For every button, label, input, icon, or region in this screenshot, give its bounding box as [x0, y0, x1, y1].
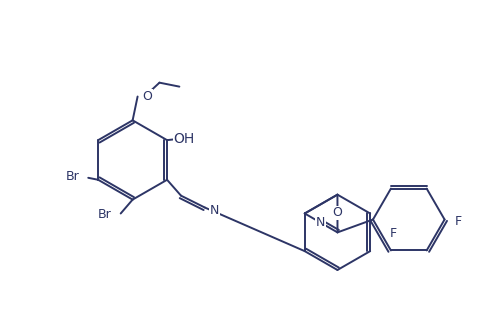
Text: N: N [210, 204, 219, 217]
Text: N: N [316, 216, 325, 229]
Text: Br: Br [66, 170, 79, 183]
Text: F: F [389, 227, 397, 241]
Text: Br: Br [98, 208, 112, 221]
Text: O: O [332, 206, 342, 219]
Text: OH: OH [173, 132, 195, 146]
Text: O: O [142, 90, 153, 103]
Text: F: F [455, 215, 462, 228]
